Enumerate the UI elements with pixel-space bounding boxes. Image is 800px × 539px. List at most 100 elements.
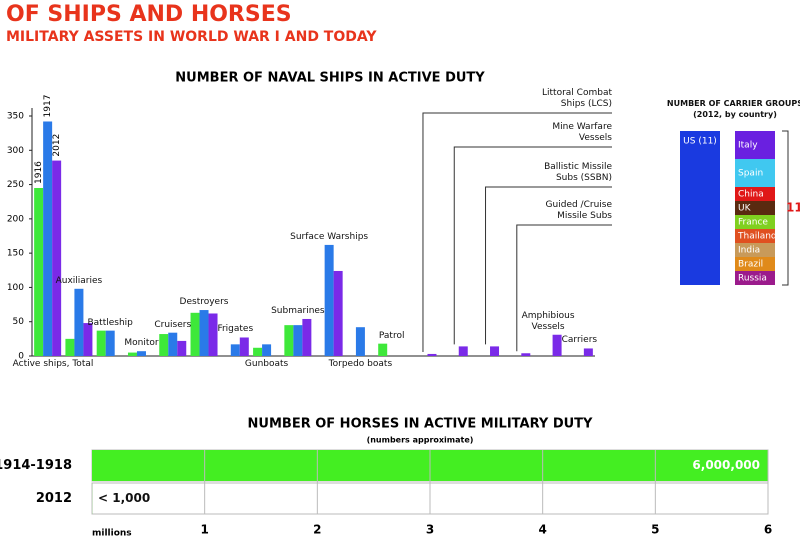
category-label: Destroyers: [179, 297, 229, 308]
y-tick-label: 250: [7, 180, 24, 190]
bar: [427, 353, 437, 356]
segment-label: Italy: [738, 141, 758, 151]
stack-segment: [735, 187, 775, 201]
legend-label: 2012: [52, 134, 62, 157]
chart-subtitle: (2012, by country): [693, 110, 777, 119]
y-tick-label: 0: [18, 352, 24, 362]
bar: [458, 346, 468, 356]
bar: [293, 325, 303, 356]
category-label: Surface Warships: [290, 231, 369, 242]
segment-label: China: [738, 190, 764, 200]
total-label: 11: [786, 201, 800, 215]
segment-label: Spain: [738, 169, 763, 179]
segment-label: India: [738, 246, 760, 256]
bar: [378, 343, 388, 356]
bar: [490, 346, 500, 356]
category-label: Ballistic Missile Subs (SSBN): [544, 162, 612, 183]
bar: [159, 334, 169, 356]
category-label: Submarines: [271, 305, 325, 316]
category-label: Frigates: [217, 324, 254, 335]
bar: [324, 244, 334, 356]
y-tick-label: 200: [7, 214, 24, 224]
category-label: Torpedo boats: [328, 359, 393, 369]
page-title: OF SHIPS AND HORSES: [6, 2, 292, 27]
category-label: Mine Warfare Vessels: [552, 122, 612, 143]
chart-subtitle: (numbers approximate): [367, 436, 474, 445]
stack-segment: [680, 131, 720, 285]
segment-label: US (11): [683, 137, 717, 147]
category-label: Patrol: [378, 330, 405, 341]
category-label: Cruisers: [154, 319, 192, 330]
x-tick-label: 4: [538, 523, 546, 537]
category-label: Active ships, Total: [12, 359, 94, 369]
bar: [43, 121, 53, 356]
leader-line: [422, 112, 612, 352]
y-tick-label: 100: [7, 283, 24, 293]
leader-line: [516, 224, 612, 352]
stack-segment: [735, 159, 775, 187]
y-tick-label: 150: [7, 249, 24, 259]
leader-line: [453, 146, 612, 345]
bar: [52, 160, 62, 356]
bar: [177, 340, 187, 356]
bar: [190, 312, 200, 356]
y-tick-label: 350: [7, 112, 24, 122]
bar: [284, 325, 294, 356]
bar: [96, 330, 106, 356]
category-label: Amphibious Vessels: [521, 310, 575, 332]
chart-title: NUMBER OF HORSES IN ACTIVE MILITARY DUTY: [248, 417, 594, 432]
stack-segment: [735, 257, 775, 271]
segment-label: Russia: [738, 274, 767, 284]
legend-label: 1916: [34, 161, 44, 184]
bar: [302, 318, 312, 356]
bracket: [782, 130, 789, 286]
bar: [333, 270, 343, 356]
chart-title: NUMBER OF CARRIER GROUPS: [666, 99, 800, 108]
bar: [65, 338, 75, 356]
legend-label: 1917: [43, 95, 53, 118]
stack-segment: [735, 243, 775, 257]
category-label: Monitor: [124, 338, 159, 349]
x-axis-label: millions: [92, 529, 132, 539]
category-label: Littoral Combat Ships (LCS): [542, 88, 612, 109]
bar: [262, 344, 272, 356]
category-label: Guided /Cruise Missile Subs: [545, 200, 612, 221]
value-label: 6,000,000: [692, 458, 760, 472]
chart-title: NUMBER OF NAVAL SHIPS IN ACTIVE DUTY: [175, 71, 485, 86]
segment-label: France: [738, 218, 768, 228]
category-label: Battleship: [87, 317, 133, 328]
x-tick-label: 3: [426, 523, 434, 537]
bar: [208, 313, 218, 356]
bar: [83, 323, 93, 356]
category-label: Auxiliaries: [55, 275, 103, 286]
category-label: 1914-1918: [0, 458, 72, 473]
bar: [230, 344, 240, 356]
category-label: Carriers: [561, 335, 598, 346]
bar: [34, 188, 44, 356]
segment-label: UK: [738, 204, 752, 214]
stack-segment: [735, 229, 775, 243]
bar: [552, 334, 562, 356]
stack-segment: [735, 215, 775, 229]
category-label: Gunboats: [244, 359, 289, 369]
bar: [239, 337, 249, 356]
bar: [136, 351, 146, 356]
bar: [199, 310, 209, 356]
bar: [127, 352, 137, 356]
bar: [74, 288, 84, 356]
page-subtitle: MILITARY ASSETS IN WORLD WAR I AND TODAY: [6, 29, 377, 45]
x-tick-label: 5: [651, 523, 659, 537]
segment-label: Thailand: [737, 232, 777, 242]
stack-segment: [735, 131, 775, 159]
bar: [583, 348, 593, 356]
category-label: 2012: [36, 491, 72, 506]
y-tick-label: 50: [13, 317, 25, 327]
bar: [105, 330, 115, 356]
y-tick-label: 300: [7, 146, 24, 156]
value-label: < 1,000: [98, 491, 150, 505]
bar: [355, 327, 365, 356]
stack-segment: [735, 271, 775, 285]
segment-label: Brazil: [738, 260, 763, 270]
